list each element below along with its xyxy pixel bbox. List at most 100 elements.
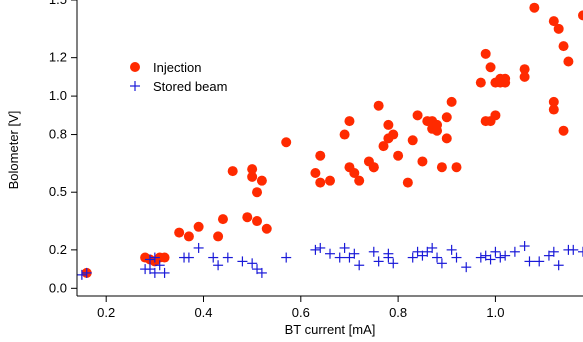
stored-beam-point xyxy=(568,244,579,255)
stored-beam-point xyxy=(149,267,160,278)
y-tick-label: 0.2 xyxy=(49,242,67,257)
stored-beam-point xyxy=(193,242,204,253)
stored-beam-point xyxy=(315,242,326,253)
injection-point xyxy=(451,162,462,173)
stored-beam-point xyxy=(149,252,160,263)
injection-point xyxy=(407,135,418,146)
stored-beam-point xyxy=(475,252,486,263)
x-tick-label: 0.4 xyxy=(194,305,212,320)
injection-point xyxy=(558,125,569,136)
injection-point xyxy=(417,156,428,167)
stored-beam-point xyxy=(500,250,511,261)
stored-beam-point xyxy=(461,262,472,273)
injection-point xyxy=(315,150,326,161)
injection-point xyxy=(247,164,258,175)
injection-point xyxy=(242,212,253,223)
stored-beam-point xyxy=(76,269,87,280)
stored-beam-point xyxy=(247,258,258,269)
stored-beam-point xyxy=(144,254,155,265)
stored-beam-point xyxy=(436,258,447,269)
injection-point xyxy=(485,62,496,73)
injection-point xyxy=(315,177,326,188)
injection-point xyxy=(578,10,583,21)
injection-point xyxy=(563,56,574,67)
injection-point xyxy=(354,175,365,186)
stored-beam-point xyxy=(427,242,438,253)
injection-point xyxy=(441,133,452,144)
legend-stored-beam-marker xyxy=(130,81,140,91)
injection-point xyxy=(227,166,238,177)
x-axis-label: BT current [mA] xyxy=(285,322,376,337)
stored-beam-point xyxy=(548,246,559,257)
stored-beam-point xyxy=(159,267,170,278)
x-tick-label: 1.0 xyxy=(486,305,504,320)
injection-point xyxy=(252,187,263,198)
stored-beam-point xyxy=(485,254,496,265)
stored-beam-point xyxy=(237,256,248,267)
injection-point xyxy=(529,2,540,13)
injection-point xyxy=(475,77,486,88)
stored-beam-point xyxy=(373,256,384,267)
stored-beam-point xyxy=(495,252,506,263)
stored-beam-point xyxy=(553,260,564,271)
legend-injection-marker xyxy=(130,62,140,72)
stored-beam-series xyxy=(76,241,583,280)
x-tick-label: 0.2 xyxy=(97,305,115,320)
injection-point xyxy=(281,137,292,148)
injection-point xyxy=(553,23,564,34)
injection-series xyxy=(81,2,583,278)
y-tick-label: 1.5 xyxy=(49,0,67,7)
stored-beam-point xyxy=(183,252,194,263)
x-tick-label: 0.6 xyxy=(292,305,310,320)
injection-point xyxy=(378,141,389,152)
injection-point xyxy=(174,227,185,238)
stored-beam-point xyxy=(310,244,321,255)
stored-beam-point xyxy=(349,248,360,259)
injection-point xyxy=(490,110,501,121)
y-axis-ticks: 0.0 0.2 0.5 0.8 1.0 1.2 1.5 xyxy=(49,0,77,295)
injection-point xyxy=(373,100,384,111)
y-tick-label: 1.0 xyxy=(49,88,67,103)
stored-beam-point xyxy=(281,252,292,263)
stored-beam-point xyxy=(451,252,462,263)
injection-point xyxy=(402,177,413,188)
legend-injection-label: Injection xyxy=(153,60,201,75)
injection-point xyxy=(548,16,559,27)
x-tick-label: 0.8 xyxy=(389,305,407,320)
injection-point xyxy=(432,119,443,130)
y-axis-label: Bolometer [V] xyxy=(6,111,21,190)
injection-point xyxy=(383,119,394,130)
injection-point xyxy=(393,150,404,161)
injection-point xyxy=(441,112,452,123)
stored-beam-point xyxy=(490,246,501,257)
stored-beam-point xyxy=(368,246,379,257)
stored-beam-point xyxy=(509,246,520,257)
injection-point xyxy=(344,116,355,127)
stored-beam-point xyxy=(407,252,418,263)
stored-beam-point xyxy=(222,252,233,263)
injection-point xyxy=(159,252,170,263)
stored-beam-point xyxy=(534,256,545,267)
stored-beam-point xyxy=(383,248,394,259)
stored-beam-point xyxy=(578,246,583,257)
legend-stored-beam-label: Stored beam xyxy=(153,79,227,94)
stored-beam-point xyxy=(519,241,530,252)
injection-point xyxy=(558,41,569,52)
injection-point xyxy=(548,104,559,115)
injection-point xyxy=(368,162,379,173)
y-tick-label: 1.2 xyxy=(49,50,67,65)
injection-point xyxy=(256,175,267,186)
y-tick-label: 0.8 xyxy=(49,127,67,142)
injection-point xyxy=(500,73,511,84)
stored-beam-point xyxy=(208,252,219,263)
injection-point xyxy=(193,221,204,232)
injection-point xyxy=(310,167,321,178)
stored-beam-point xyxy=(325,248,335,259)
injection-point xyxy=(247,171,258,182)
injection-point xyxy=(183,231,194,242)
stored-beam-point xyxy=(354,260,365,271)
injection-point xyxy=(548,96,559,107)
injection-point xyxy=(519,64,530,75)
injection-point xyxy=(213,231,224,242)
